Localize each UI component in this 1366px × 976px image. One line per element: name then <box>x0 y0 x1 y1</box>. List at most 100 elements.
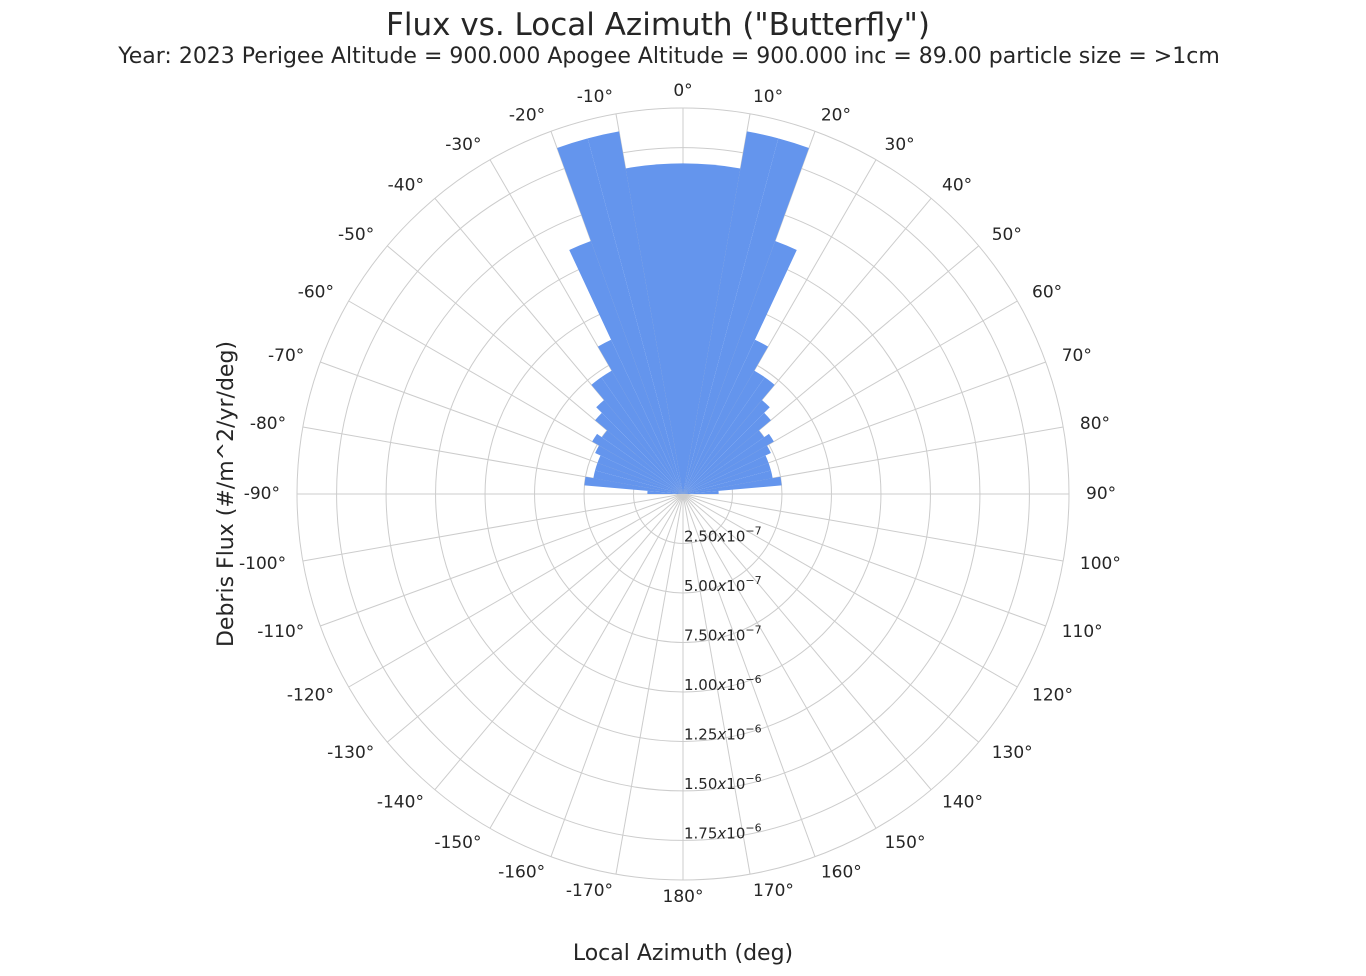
flux-bar <box>683 377 775 494</box>
chart-subtitle: Year: 2023 Perigee Altitude = 900.000 Ap… <box>117 44 1220 69</box>
angle-tick-label: -10° <box>577 87 613 107</box>
angle-tick-label: -100° <box>239 554 286 574</box>
angle-tick-label: 90° <box>1086 484 1116 504</box>
flux-bar <box>683 399 770 494</box>
flux-bar <box>683 476 782 494</box>
angle-tick-label: -90° <box>244 484 280 504</box>
y-axis-label: Debris Flux (#/m^2/yr/deg) <box>214 341 239 647</box>
angle-tick-label: 10° <box>753 87 783 107</box>
flux-bar <box>683 370 765 494</box>
flux-bar <box>597 455 683 494</box>
angle-tick-label: -120° <box>287 686 334 706</box>
angle-tick-label: 70° <box>1062 346 1092 366</box>
flux-bar <box>683 433 774 494</box>
chart-title: Flux vs. Local Azimuth ("Butterfly") <box>386 7 930 43</box>
flux-bar <box>595 462 683 494</box>
angular-gridline-11 <box>682 493 1046 627</box>
flux-bar <box>587 131 683 494</box>
angular-gridline-14 <box>682 493 932 791</box>
angle-tick-label: -110° <box>257 622 304 642</box>
angle-tick-labels: 0° 10° 20° 30° 40° 50° 60° 70° 80° 90° 100° 110° 120… <box>239 81 1121 907</box>
flux-bar <box>584 476 683 494</box>
angle-tick-label: -40° <box>388 175 424 195</box>
angle-tick-label: -20° <box>509 105 545 125</box>
flux-bar <box>595 445 683 494</box>
flux-bar <box>597 339 683 494</box>
angular-gridline-21 <box>489 493 684 829</box>
flux-bar <box>683 455 769 494</box>
angle-tick-label: -60° <box>298 283 334 303</box>
flux-bar <box>683 131 779 494</box>
angle-tick-label: -70° <box>268 346 304 366</box>
angle-tick-label: 130° <box>992 743 1033 763</box>
angle-tick-label: 160° <box>821 863 862 883</box>
flux-bar <box>683 339 769 494</box>
flux-bar <box>647 490 683 494</box>
flux-bar <box>683 412 771 494</box>
angular-gridline-25 <box>320 493 684 627</box>
radial-tick-labels: 2.50x10−7 5.00x10−7 7.50x10−7 1.00x10−6 1.25… <box>684 524 762 842</box>
radial-tick-label: 2.50x10−7 <box>684 524 762 545</box>
flux-bars <box>557 131 809 495</box>
flux-bar <box>601 370 683 494</box>
angle-tick-label: 60° <box>1032 283 1062 303</box>
angular-gridline-26 <box>302 493 684 562</box>
flux-bar <box>683 470 773 494</box>
radial-tick-label: 1.75x10−6 <box>684 821 762 842</box>
radial-tick-label: 7.50x10−7 <box>684 623 762 644</box>
flux-bar <box>683 241 797 494</box>
angle-tick-label: 20° <box>821 105 851 125</box>
flux-bar <box>683 462 771 494</box>
angular-gridline-22 <box>434 493 684 791</box>
flux-bar <box>595 412 683 494</box>
angle-tick-label: -80° <box>250 414 286 434</box>
angular-gridline-17 <box>682 493 751 875</box>
flux-bar <box>683 430 765 494</box>
angular-gridline-19 <box>615 493 684 875</box>
angle-tick-label: 30° <box>885 135 915 155</box>
angular-gridline-16 <box>682 493 816 857</box>
radial-tick-label: 5.00x10−7 <box>684 574 762 595</box>
angle-tick-label: 140° <box>942 793 983 813</box>
flux-bar <box>683 445 771 494</box>
angular-gridline-10 <box>682 493 1064 562</box>
flux-bar <box>601 430 683 494</box>
radial-tick-label: 1.50x10−6 <box>684 772 762 793</box>
x-axis-label: Local Azimuth (deg) <box>573 941 793 966</box>
flux-bar <box>683 163 741 494</box>
angular-gridline-15 <box>682 493 877 829</box>
angle-tick-label: -140° <box>377 793 424 813</box>
flux-bar <box>625 163 683 494</box>
flux-bar <box>591 377 683 494</box>
angle-tick-label: -170° <box>566 881 613 901</box>
angle-tick-label: 120° <box>1032 686 1073 706</box>
angle-tick-label: 170° <box>753 881 794 901</box>
angle-tick-label: -50° <box>338 225 374 245</box>
flux-bar <box>593 470 683 494</box>
flux-bar <box>592 433 683 494</box>
angle-tick-label: -160° <box>498 863 545 883</box>
angular-gridline-20 <box>550 493 684 857</box>
flux-bar <box>596 399 683 494</box>
radial-tick-label: 1.25x10−6 <box>684 722 762 743</box>
angle-tick-label: 180° <box>663 887 704 907</box>
angle-tick-label: 80° <box>1080 414 1110 434</box>
flux-bar <box>569 241 683 494</box>
flux-bar <box>683 138 809 495</box>
angle-tick-label: -130° <box>327 743 374 763</box>
angle-tick-label: 100° <box>1080 554 1121 574</box>
angle-tick-label: -30° <box>445 135 481 155</box>
angle-tick-label: 40° <box>942 175 972 195</box>
flux-bar <box>557 138 683 495</box>
angle-tick-label: 50° <box>992 225 1022 245</box>
angle-tick-label: 150° <box>885 833 926 853</box>
flux-bar <box>683 490 719 494</box>
angle-tick-label: 0° <box>673 81 692 101</box>
angular-gridline-24 <box>348 493 684 688</box>
radial-tick-label: 1.00x10−6 <box>684 673 762 694</box>
angular-gridline-23 <box>386 493 684 743</box>
angular-gridline-12 <box>682 493 1018 688</box>
angle-tick-label: -150° <box>434 833 481 853</box>
angle-tick-label: 110° <box>1062 622 1103 642</box>
